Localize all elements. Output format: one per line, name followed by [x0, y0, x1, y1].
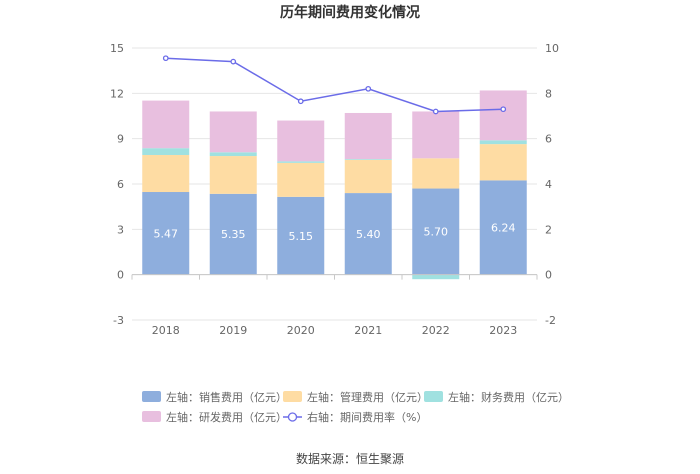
left-axis-tick-label: 0: [117, 269, 124, 282]
left-axis-tick-label: 12: [110, 87, 124, 100]
bar-value-label: 5.15: [289, 230, 314, 243]
bar-rnd-2023: [479, 90, 527, 141]
bar-finance-2020: [277, 161, 325, 163]
bar-rnd-2022: [412, 111, 460, 159]
bar-value-label: 5.35: [221, 228, 246, 241]
rate-point: [432, 108, 439, 115]
rate-point: [365, 85, 372, 92]
bars: [142, 90, 527, 280]
bar-sales-2021: [344, 193, 392, 275]
bar-admin-2020: [277, 162, 325, 197]
bar-value-label: 5.40: [356, 228, 381, 241]
legend-label: 左轴：财务费用（亿元）: [448, 390, 569, 404]
bar-finance-2021: [344, 159, 392, 160]
legend-item[interactable]: 右轴：期间费用率（%）: [283, 410, 427, 424]
left-axis-tick-label: 3: [117, 223, 124, 236]
bar-value-label: 6.24: [491, 222, 516, 235]
legend-label: 左轴：研发费用（亿元）: [166, 410, 287, 424]
legend-item[interactable]: 左轴：财务费用（亿元）: [424, 390, 569, 404]
rate-line: [162, 55, 507, 115]
legend-swatch-marker: [287, 412, 298, 422]
legend-swatch: [142, 391, 161, 402]
rate-point: [297, 98, 304, 105]
bar-finance-2022: [412, 274, 460, 280]
bar-admin-2021: [344, 159, 392, 194]
right-axis-tick-label: 0: [545, 269, 552, 282]
rate-point: [162, 55, 169, 62]
bar-sales-2019: [209, 193, 257, 275]
bar-admin-2022: [412, 158, 460, 189]
bar-sales-2023: [479, 180, 527, 275]
rate-line-path: [165, 57, 504, 113]
bar-sales-2018: [142, 192, 190, 275]
right-axis-tick-label: -2: [545, 314, 556, 327]
left-axis-tick-label: 6: [117, 178, 124, 191]
legend-label: 左轴：管理费用（亿元）: [307, 390, 428, 404]
bar-rnd-2021: [344, 112, 392, 160]
legend-label: 左轴：销售费用（亿元）: [166, 390, 287, 404]
x-axis-tick-label: 2020: [287, 324, 315, 337]
x-axis-tick-label: 2023: [489, 324, 517, 337]
legend-item[interactable]: 左轴：销售费用（亿元）: [142, 390, 287, 404]
left-axis-tick-label: 15: [110, 42, 124, 55]
bar-value-label: 5.47: [154, 227, 179, 240]
bar-sales-2020: [277, 196, 325, 275]
x-axis-tick-label: 2022: [422, 324, 450, 337]
bar-rnd-2018: [142, 100, 190, 149]
rate-point: [500, 106, 507, 113]
bar-sales-2022: [412, 188, 460, 275]
source-note: 数据来源：恒生聚源: [296, 451, 404, 466]
chart-title: 历年期间费用变化情况: [280, 4, 420, 21]
legend: 左轴：销售费用（亿元） 左轴：管理费用（亿元） 左轴：财务费用（亿元） 左轴：研发费用…: [142, 390, 569, 424]
right-axis-tick-label: 6: [545, 133, 552, 146]
right-axis-tick-label: 2: [545, 223, 552, 236]
left-axis-tick-label: 9: [117, 133, 124, 146]
x-axis-tick-label: 2019: [219, 324, 247, 337]
axes: -3 -2 0 0 3 2 6 4 9 6 12 8 15 10 2018 2019 2020 2021 2022 2…: [110, 42, 559, 337]
legend-label: 右轴：期间费用率（%）: [307, 410, 427, 424]
bar-value-label: 5.70: [424, 226, 449, 239]
x-axis-tick-label: 2018: [152, 324, 180, 337]
legend-swatch: [283, 391, 302, 402]
right-axis-tick-label: 8: [545, 87, 552, 100]
bar-rnd-2020: [277, 120, 325, 162]
rate-point: [230, 58, 237, 65]
bar-admin-2019: [209, 156, 257, 194]
x-axis-tick-label: 2021: [354, 324, 382, 337]
left-axis-tick-label: -3: [113, 314, 124, 327]
bar-rnd-2019: [209, 111, 257, 153]
legend-swatch: [424, 391, 443, 402]
bar-admin-2023: [479, 144, 527, 181]
right-axis-tick-label: 10: [545, 42, 559, 55]
bar-admin-2018: [142, 154, 190, 193]
bar-finance-2019: [209, 152, 257, 157]
right-axis-tick-label: 4: [545, 178, 552, 191]
legend-item[interactable]: 左轴：研发费用（亿元）: [142, 410, 287, 424]
bar-finance-2018: [142, 148, 190, 155]
legend-item[interactable]: 左轴：管理费用（亿元）: [283, 390, 428, 404]
bar-finance-2023: [479, 140, 527, 145]
legend-swatch: [142, 411, 161, 422]
bar-labels: 5.47 5.35 5.15 5.40 5.70 6.24: [154, 222, 516, 243]
